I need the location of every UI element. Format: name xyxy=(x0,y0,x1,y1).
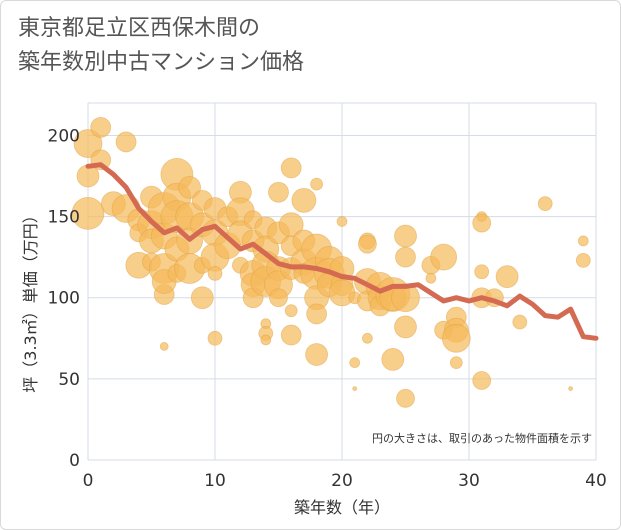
bubble-point xyxy=(430,243,458,271)
bubble-point xyxy=(260,334,272,346)
y-axis-ticks: 0 50 100 150 200 xyxy=(48,126,80,471)
trend-line xyxy=(85,162,599,341)
bubble-point xyxy=(284,304,298,318)
bubble-point xyxy=(268,181,289,203)
bubble-point xyxy=(310,177,324,191)
y-tick-label: 0 xyxy=(69,451,80,471)
y-tick-label: 200 xyxy=(48,126,80,146)
bubble-point xyxy=(441,323,471,353)
bubble-point xyxy=(472,213,492,233)
bubble-point xyxy=(474,264,490,280)
x-axis-ticks: 0 10 20 30 40 xyxy=(83,471,607,491)
bubble-point xyxy=(568,386,573,392)
bubble-point xyxy=(280,324,302,346)
bubble-point xyxy=(306,303,328,325)
bubble-point xyxy=(90,116,112,138)
y-tick-label: 100 xyxy=(48,289,80,309)
bubble-point xyxy=(207,330,223,346)
x-tick-label: 40 xyxy=(585,471,607,491)
y-axis-label: 坪（3.3㎡）単価（万円） xyxy=(21,207,40,392)
y-tick-label: 150 xyxy=(48,208,80,228)
bubble-point xyxy=(357,234,377,254)
bubble-point xyxy=(291,187,317,213)
bubble-point xyxy=(394,224,417,248)
bubble-point xyxy=(425,272,437,284)
bubble-point xyxy=(159,342,169,351)
bubble-point xyxy=(305,343,329,366)
bubble-point xyxy=(71,196,105,230)
bubble-point xyxy=(394,315,417,339)
bubble-point xyxy=(361,332,373,344)
x-tick-label: 30 xyxy=(458,471,480,491)
bubble-point xyxy=(395,246,416,268)
bubble-point xyxy=(577,235,589,247)
chart-title-line-2: 築年数別中古マンション価格 xyxy=(18,50,305,75)
bubble-point xyxy=(207,265,223,281)
bubble-point xyxy=(391,283,420,313)
chart-title-line-1: 東京都足立区西保木間の xyxy=(18,16,261,41)
bubble-point xyxy=(495,265,519,289)
y-tick-label: 50 xyxy=(58,370,80,390)
bubble-point xyxy=(381,347,405,371)
bubble-point xyxy=(449,356,463,370)
bubble-point xyxy=(537,196,553,212)
bubble-point xyxy=(190,286,214,310)
bubble-point xyxy=(472,371,492,390)
x-tick-label: 20 xyxy=(331,471,353,491)
bubble-point xyxy=(396,388,415,408)
bubble-point xyxy=(73,129,103,158)
chart-title: 東京都足立区西保木間の 築年数別中古マンション価格 xyxy=(18,12,304,80)
annotation-note: 円の大きさは、取引のあった物件面積を示す xyxy=(372,431,592,445)
bubble-point xyxy=(512,314,528,330)
bubble-point xyxy=(115,131,137,153)
bubble-point xyxy=(336,216,348,227)
bubble-point xyxy=(269,288,288,308)
bubble-point xyxy=(280,157,302,179)
x-tick-label: 0 xyxy=(83,471,94,491)
bubble-point xyxy=(352,386,358,392)
x-tick-label: 10 xyxy=(204,471,226,491)
bubble-point xyxy=(575,253,591,268)
bubble-series xyxy=(71,116,591,408)
bubble-point xyxy=(349,357,361,369)
x-axis-label: 築年数（年） xyxy=(294,498,390,517)
